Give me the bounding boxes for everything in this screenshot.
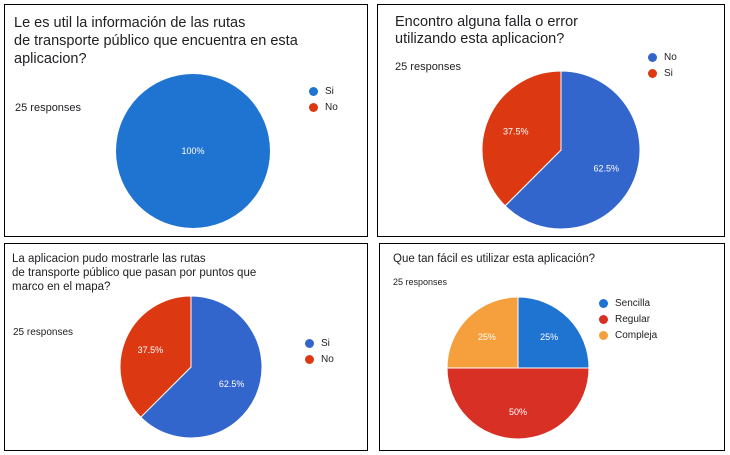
- slice-label: 25%: [540, 332, 558, 342]
- responses-count: 25 responses: [395, 61, 462, 73]
- legend-swatch: [305, 338, 314, 348]
- pie-slice-regular[interactable]: [446, 367, 590, 440]
- slice-label: 37.5%: [138, 345, 164, 355]
- slice-label: 62.5%: [219, 379, 245, 389]
- chart-title: La aplicacion pudo mostrarle las rutas d…: [12, 253, 257, 293]
- pie-slice-compleja[interactable]: [446, 296, 519, 369]
- legend-item[interactable]: Si: [648, 65, 677, 81]
- legend-label: No: [325, 101, 338, 113]
- slice-label: 62.5%: [593, 164, 619, 174]
- slice-label: 37.5%: [503, 126, 529, 136]
- responses-count: 25 responses: [393, 277, 448, 287]
- legend-item[interactable]: No: [305, 351, 334, 367]
- slice-label: 25%: [478, 332, 496, 342]
- pie-slice-no[interactable]: [119, 295, 192, 418]
- legend-item[interactable]: No: [309, 99, 338, 115]
- chart-legend: Si No: [309, 83, 338, 115]
- legend-label: Sencilla: [615, 297, 651, 309]
- chart-title: Que tan fácil es utilizar esta aplicació…: [393, 253, 595, 265]
- legend-label: Regular: [615, 313, 651, 325]
- legend-item[interactable]: Si: [305, 335, 334, 351]
- legend-label: Si: [664, 67, 673, 79]
- legend-swatch: [648, 68, 657, 78]
- pie-slice-si[interactable]: [116, 74, 270, 228]
- legend-swatch: [599, 314, 608, 324]
- legend-swatch: [599, 298, 608, 308]
- chart-panel-2: Encontro alguna falla o error utilizando…: [377, 4, 725, 237]
- legend-item[interactable]: No: [648, 49, 677, 65]
- responses-count: 25 responses: [13, 327, 74, 338]
- pie-chart: 25% 50% 25%: [446, 296, 590, 440]
- pie-chart: 62.5% 37.5%: [481, 70, 641, 230]
- legend-item[interactable]: Si: [309, 83, 338, 99]
- legend-swatch: [648, 52, 657, 62]
- legend-label: Si: [325, 85, 334, 97]
- legend-label: Compleja: [615, 329, 658, 341]
- chart-panel-1: Le es util la información de las rutas d…: [4, 4, 368, 237]
- legend-item[interactable]: Compleja: [599, 327, 657, 343]
- pie-chart: 100%: [116, 74, 270, 228]
- chart-panel-4: Que tan fácil es utilizar esta aplicació…: [379, 243, 725, 451]
- legend-label: No: [321, 353, 334, 365]
- legend-swatch: [599, 330, 608, 340]
- legend-swatch: [305, 354, 314, 364]
- legend-label: No: [664, 51, 677, 63]
- pie-chart: 62.5% 37.5%: [119, 295, 263, 439]
- legend-swatch: [309, 86, 318, 96]
- chart-legend: Sencilla Regular Compleja: [599, 295, 657, 343]
- chart-title: Le es util la información de las rutas d…: [14, 15, 298, 67]
- slice-label: 50%: [509, 407, 527, 417]
- chart-title: Encontro alguna falla o error utilizando…: [395, 14, 578, 47]
- responses-count: 25 responses: [15, 102, 82, 114]
- pie-slice-sencilla[interactable]: [517, 296, 590, 369]
- legend-label: Si: [321, 337, 330, 349]
- pie-slice-si[interactable]: [481, 70, 562, 207]
- chart-legend: No Si: [648, 49, 677, 81]
- legend-item[interactable]: Sencilla: [599, 295, 657, 311]
- pie-slice-no[interactable]: [504, 70, 641, 230]
- legend-swatch: [309, 102, 318, 112]
- legend-item[interactable]: Regular: [599, 311, 657, 327]
- pie-slice-si[interactable]: [140, 295, 263, 439]
- slice-label: 100%: [181, 146, 204, 156]
- chart-legend: Si No: [305, 335, 334, 367]
- chart-panel-3: La aplicacion pudo mostrarle las rutas d…: [4, 243, 368, 451]
